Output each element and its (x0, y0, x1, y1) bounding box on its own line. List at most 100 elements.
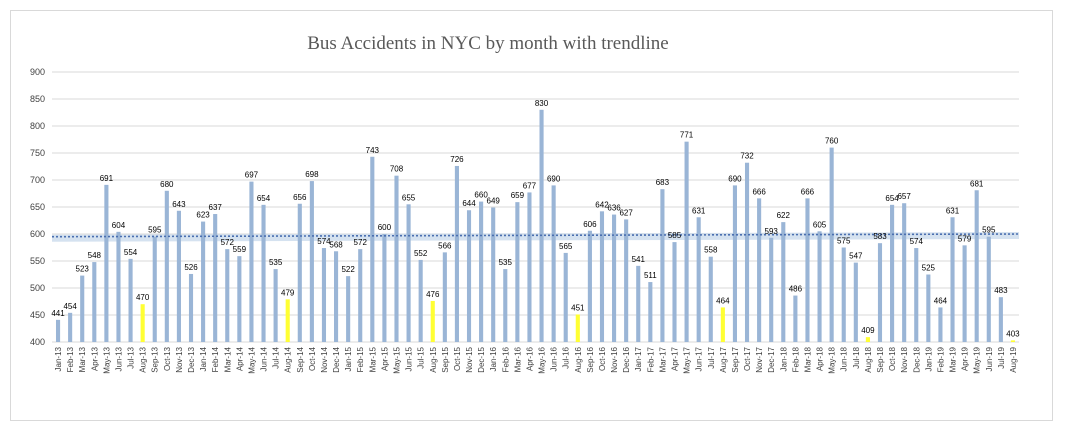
data-label: 666 (752, 187, 766, 196)
data-label: 525 (922, 264, 936, 273)
data-label: 627 (619, 208, 633, 217)
x-tick-label: Nov-16 (610, 346, 619, 372)
data-label: 654 (257, 194, 271, 203)
bar (321, 248, 327, 342)
bar (938, 307, 943, 342)
data-label: 574 (317, 237, 331, 246)
x-tick-label: Oct-16 (598, 346, 607, 371)
data-label: 644 (462, 199, 476, 208)
x-tick-label: Sep-17 (731, 346, 740, 372)
bar (152, 236, 157, 342)
bar (346, 276, 351, 342)
x-tick-label: Apr-14 (235, 346, 244, 371)
bar (962, 245, 967, 342)
bar (914, 248, 919, 342)
data-label: 622 (777, 211, 791, 220)
data-label: 631 (692, 206, 706, 215)
bar (660, 189, 665, 342)
data-label: 454 (63, 302, 77, 311)
x-tick-label: May-15 (392, 346, 401, 373)
bar (841, 247, 846, 342)
bar (829, 147, 834, 342)
x-tick-label: Jan-13 (54, 346, 63, 371)
trendline-line (51, 233, 1020, 238)
x-tick-label: Sep-18 (876, 346, 885, 372)
x-tick-label: Dec-18 (912, 346, 921, 372)
x-tick-label: Jun-15 (405, 346, 414, 371)
bar (612, 214, 617, 342)
x-tick-label: Nov-18 (900, 346, 909, 372)
bar (128, 258, 133, 342)
data-label: 575 (837, 237, 851, 246)
x-tick-label: Apr-13 (90, 346, 99, 371)
data-label: 595 (982, 226, 996, 235)
data-label: 656 (293, 193, 307, 202)
bar (68, 312, 73, 342)
bar (793, 295, 798, 342)
x-tick-label: Nov-15 (465, 346, 474, 372)
x-tick-label: May-13 (102, 346, 111, 373)
y-axis-ticks: 400 450 500 550 600 650 700 750 800 850 900 (30, 67, 45, 347)
x-tick-label: Aug-18 (864, 346, 873, 372)
bar (890, 204, 895, 342)
data-label: 583 (873, 232, 887, 241)
data-label: 403 (1006, 329, 1020, 338)
x-tick-label: Jun-16 (550, 346, 559, 371)
bar (744, 162, 750, 342)
y-tick-label: 600 (30, 229, 45, 239)
bar (1010, 340, 1016, 342)
bar (539, 109, 544, 342)
data-label: 585 (668, 231, 682, 240)
bar (769, 237, 774, 342)
bar (515, 202, 520, 342)
data-label: 464 (934, 296, 948, 305)
data-label: 476 (426, 290, 440, 299)
bars (55, 109, 1016, 342)
x-tick-label: Jun-14 (260, 346, 269, 371)
bar (527, 192, 532, 342)
x-tick-label: Feb-15 (356, 346, 365, 372)
bar (188, 273, 194, 342)
data-label: 643 (172, 200, 186, 209)
x-tick-label: Oct-18 (888, 346, 897, 371)
x-tick-label: Feb-18 (791, 346, 800, 372)
x-tick-label: Dec-14 (332, 346, 341, 372)
chart-frame: Bus Accidents in NYC by month with trend… (10, 10, 1053, 421)
data-label: 677 (523, 181, 537, 190)
data-label: 541 (632, 255, 646, 264)
data-label: 680 (160, 180, 174, 189)
data-label: 697 (245, 171, 259, 180)
bar (926, 274, 931, 342)
x-tick-label: Oct-13 (163, 346, 172, 371)
x-tick-label: Apr-18 (816, 346, 825, 371)
x-tick-label: Aug-14 (284, 346, 293, 372)
data-label: 511 (644, 271, 657, 280)
data-label: 666 (801, 187, 815, 196)
data-label: 559 (233, 245, 247, 254)
data-label: 642 (595, 200, 609, 209)
data-label: 526 (184, 263, 198, 272)
bar (249, 181, 254, 342)
data-label: 565 (559, 242, 573, 251)
bar (297, 203, 302, 342)
x-tick-label: Mar-15 (368, 346, 377, 372)
bar (237, 256, 242, 342)
data-label: 760 (825, 137, 839, 146)
x-tick-label: Jul-14 (272, 346, 281, 368)
data-label: 606 (583, 220, 597, 229)
data-label: 771 (680, 131, 694, 140)
bar (430, 300, 435, 342)
bar (551, 185, 556, 342)
x-tick-label: Nov-17 (755, 346, 764, 372)
data-label: 409 (861, 326, 875, 335)
data-label: 654 (885, 194, 899, 203)
chart-svg: Bus Accidents in NYC by month with trend… (30, 33, 1020, 374)
data-label: 743 (366, 146, 380, 155)
x-tick-label: Jun-19 (985, 346, 994, 371)
x-tick-label: Aug-15 (429, 346, 438, 372)
data-label: 441 (51, 309, 65, 318)
y-tick-label: 400 (30, 337, 45, 347)
x-tick-label: Dec-15 (477, 346, 486, 372)
bar (80, 275, 85, 342)
data-label: 659 (511, 191, 525, 200)
